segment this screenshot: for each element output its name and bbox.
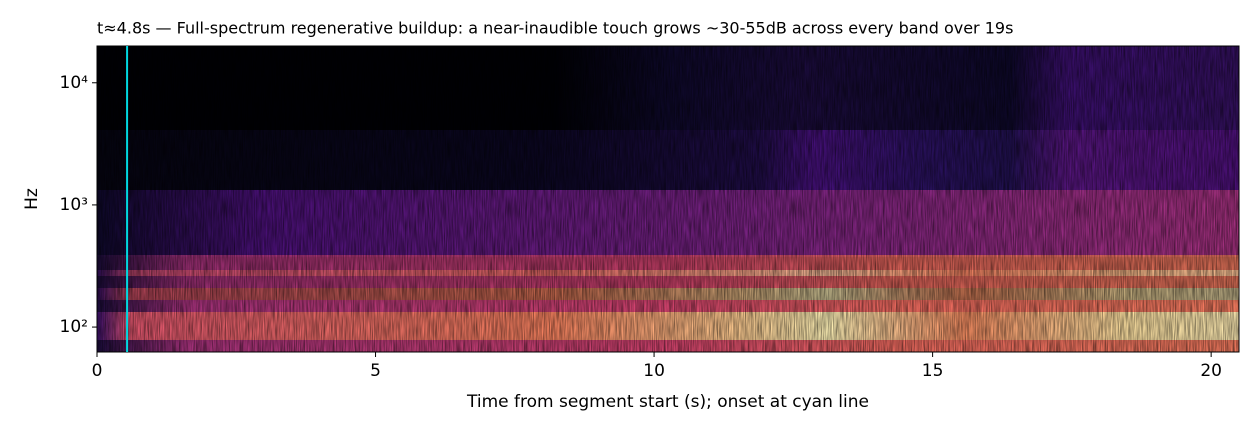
x-tick-label: 15 bbox=[922, 361, 944, 381]
x-tick-label: 20 bbox=[1200, 361, 1222, 381]
plot-frame bbox=[96, 45, 1240, 353]
y-tick-label: 10² bbox=[60, 317, 88, 337]
y-tick-label: 10⁴ bbox=[60, 73, 89, 93]
y-tick-label: 10³ bbox=[60, 195, 88, 215]
x-tick-label: 5 bbox=[370, 361, 381, 381]
y-axis-label: Hz bbox=[22, 188, 42, 210]
chart-title: t≈4.8s — Full-spectrum regenerative buil… bbox=[97, 19, 1013, 38]
x-tick-label: 10 bbox=[643, 361, 665, 381]
x-axis-label: Time from segment start (s); onset at cy… bbox=[466, 392, 869, 412]
spectrogram bbox=[97, 46, 1239, 352]
x-tick-label: 0 bbox=[92, 361, 103, 381]
